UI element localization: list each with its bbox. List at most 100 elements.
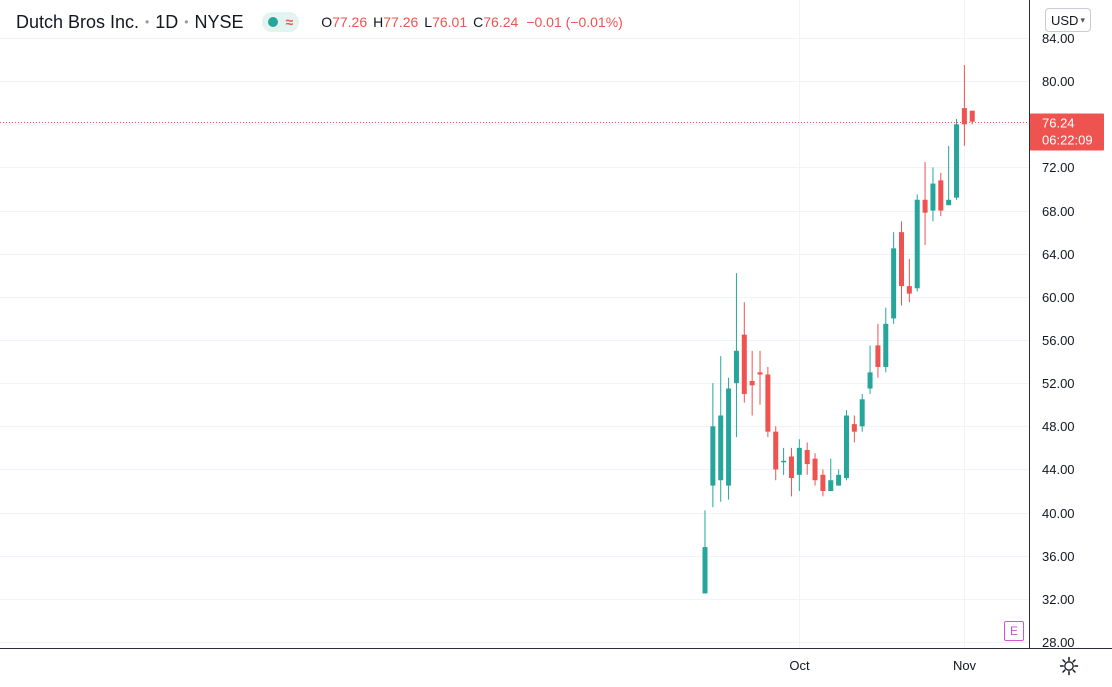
candle-body bbox=[891, 248, 897, 319]
candle bbox=[914, 194, 920, 292]
x-tick-label: Oct bbox=[789, 658, 810, 673]
candle-body bbox=[828, 480, 834, 491]
earnings-label: E bbox=[1009, 624, 1018, 638]
open-value: 77.26 bbox=[332, 14, 368, 30]
candle-body bbox=[796, 447, 802, 475]
y-tick-label: 60.00 bbox=[1042, 290, 1075, 305]
candle-body bbox=[843, 415, 849, 479]
currency-label: USD bbox=[1051, 12, 1079, 28]
candle bbox=[710, 383, 716, 508]
candle bbox=[773, 426, 779, 481]
chart-header: Dutch Bros Inc. • 1D • NYSE ≈ O 77.26 H 77… bbox=[16, 10, 623, 34]
candlestick-series bbox=[702, 64, 975, 594]
candle bbox=[883, 307, 889, 373]
candle bbox=[812, 453, 818, 486]
last-price-tag: 76.24 06:22:09 bbox=[1030, 113, 1104, 151]
candle-body bbox=[788, 456, 794, 479]
candle bbox=[930, 167, 936, 222]
candle bbox=[969, 110, 975, 125]
candle bbox=[906, 259, 912, 303]
candle-body bbox=[906, 286, 912, 294]
candle bbox=[843, 410, 849, 481]
candle bbox=[954, 118, 960, 200]
y-tick-label: 40.00 bbox=[1042, 506, 1075, 521]
candle-body bbox=[859, 399, 865, 427]
candle-body bbox=[757, 372, 763, 375]
candle-body bbox=[938, 180, 944, 211]
gear-icon[interactable] bbox=[1059, 656, 1079, 676]
candle bbox=[804, 442, 810, 475]
ohlc-legend: O 77.26 H 77.26 L 76.01 C 76.24 −0.01 (−0.01… bbox=[321, 14, 623, 30]
candle-body bbox=[812, 458, 818, 481]
low-label: L bbox=[424, 14, 433, 30]
candle-body bbox=[922, 199, 928, 213]
y-tick-label: 52.00 bbox=[1042, 376, 1075, 391]
y-tick-label: 72.00 bbox=[1042, 160, 1075, 175]
candle-body bbox=[946, 199, 952, 206]
candle-body bbox=[914, 199, 920, 289]
market-status-chip[interactable]: ≈ bbox=[261, 12, 300, 32]
candle bbox=[726, 377, 732, 500]
candle-body bbox=[749, 380, 755, 386]
candle bbox=[757, 350, 763, 405]
candle-body bbox=[969, 110, 975, 122]
market-open-icon bbox=[267, 17, 278, 27]
earnings-badge[interactable]: E bbox=[1004, 621, 1024, 641]
y-tick-label: 48.00 bbox=[1042, 419, 1075, 434]
candle bbox=[828, 458, 834, 491]
price-tag-countdown: 06:22:09 bbox=[1042, 133, 1093, 148]
candle-body bbox=[741, 334, 747, 394]
low-value: 76.01 bbox=[432, 14, 468, 30]
y-tick-label: 68.00 bbox=[1042, 204, 1075, 219]
candle bbox=[836, 469, 842, 486]
candle-body bbox=[710, 426, 716, 486]
separator-dot: • bbox=[145, 15, 150, 29]
candle bbox=[851, 415, 857, 443]
candle-body bbox=[781, 460, 787, 463]
candle-body bbox=[773, 431, 779, 470]
high-label: H bbox=[373, 14, 384, 30]
price-tag-value: 76.24 bbox=[1042, 116, 1075, 131]
change-value: −0.01 (−0.01%) bbox=[526, 14, 623, 30]
candle-body bbox=[836, 474, 842, 486]
candle-body bbox=[867, 372, 873, 389]
candle bbox=[961, 64, 967, 146]
candle bbox=[859, 393, 865, 432]
candle-body bbox=[930, 183, 936, 211]
candle bbox=[718, 356, 724, 502]
y-tick-label: 56.00 bbox=[1042, 333, 1075, 348]
close-value: 76.24 bbox=[483, 14, 519, 30]
separator-dot: • bbox=[184, 15, 189, 29]
time-axis: Oct Nov bbox=[789, 658, 976, 673]
close-label: C bbox=[473, 14, 484, 30]
currency-selector[interactable]: USD ▾ bbox=[1045, 8, 1091, 32]
chevron-down-icon: ▾ bbox=[1080, 14, 1085, 25]
candle-body bbox=[726, 388, 732, 486]
candle bbox=[702, 510, 708, 594]
candle bbox=[946, 145, 952, 206]
candle bbox=[875, 323, 881, 378]
candle bbox=[781, 447, 787, 475]
candle bbox=[749, 350, 755, 416]
candle bbox=[891, 232, 897, 324]
candle-body bbox=[961, 108, 967, 125]
symbol-name[interactable]: Dutch Bros Inc. bbox=[16, 11, 140, 32]
candle bbox=[867, 345, 873, 394]
candle-body bbox=[804, 450, 810, 465]
candle-body bbox=[851, 424, 857, 432]
candle bbox=[788, 447, 794, 497]
candle bbox=[922, 162, 928, 246]
x-tick-label: Nov bbox=[953, 658, 977, 673]
candle bbox=[733, 273, 739, 438]
price-tag-box bbox=[1030, 113, 1104, 151]
open-label: O bbox=[321, 14, 333, 30]
candle-body bbox=[733, 350, 739, 384]
interval-label[interactable]: 1D bbox=[155, 11, 179, 32]
candle-body bbox=[875, 345, 881, 367]
candle-body bbox=[765, 374, 771, 432]
exchange-label: NYSE bbox=[194, 11, 244, 32]
candle-body bbox=[820, 474, 826, 491]
y-tick-label: 28.00 bbox=[1042, 635, 1075, 650]
y-tick-label: 32.00 bbox=[1042, 592, 1075, 607]
